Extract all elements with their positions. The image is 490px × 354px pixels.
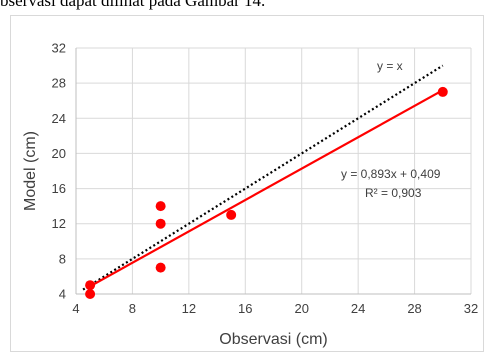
lines xyxy=(82,64,444,291)
data-point xyxy=(155,218,166,229)
trendline-equation: y = 0,893x + 0,409 xyxy=(341,167,441,181)
reference-line-label: y = x xyxy=(377,59,403,73)
x-tick-label: 20 xyxy=(294,301,308,316)
document-caption-text: bservasi dapat dilihat pada Gambar 14. xyxy=(0,0,266,10)
y-tick-label: 16 xyxy=(52,181,66,196)
y-tick-label: 4 xyxy=(59,287,66,302)
axes xyxy=(75,48,471,295)
data-point xyxy=(155,262,166,273)
gridlines xyxy=(75,47,472,295)
x-tick-labels: 4 8 12 16 20 24 28 32 xyxy=(72,301,478,316)
data-points xyxy=(85,86,448,299)
x-tick-label: 16 xyxy=(238,301,252,316)
linear-trendline xyxy=(89,89,444,288)
x-tick-label: 8 xyxy=(129,301,136,316)
y-tick-label: 20 xyxy=(52,146,66,161)
y-tick-label: 8 xyxy=(59,251,66,266)
trendline-r-squared: R² = 0,903 xyxy=(365,186,422,200)
reference-line-y-equals-x xyxy=(82,64,444,291)
data-point xyxy=(437,86,448,97)
data-point xyxy=(155,201,166,212)
chart-frame: 4 8 12 16 20 24 28 32 4 8 12 16 20 24 28 32 Model (cm)… xyxy=(10,15,484,352)
data-point xyxy=(85,289,96,299)
y-tick-label: 32 xyxy=(52,41,66,56)
y-tick-labels: 4 8 12 16 20 24 28 32 xyxy=(52,41,66,302)
scatter-chart: 4 8 12 16 20 24 28 32 4 8 12 16 20 24 28 32 Model (cm)… xyxy=(22,41,478,349)
x-tick-label: 12 xyxy=(182,301,196,316)
x-tick-label: 4 xyxy=(72,301,79,316)
x-axis-title: Observasi (cm) xyxy=(219,331,327,348)
y-tick-label: 12 xyxy=(52,216,66,231)
data-point xyxy=(226,209,237,220)
x-tick-label: 24 xyxy=(351,301,365,316)
y-tick-label: 24 xyxy=(52,111,66,126)
data-point xyxy=(85,280,96,291)
y-tick-label: 28 xyxy=(52,76,66,91)
x-tick-label: 32 xyxy=(464,301,478,316)
x-tick-label: 28 xyxy=(407,301,421,316)
y-axis-title: Model (cm) xyxy=(22,131,39,211)
